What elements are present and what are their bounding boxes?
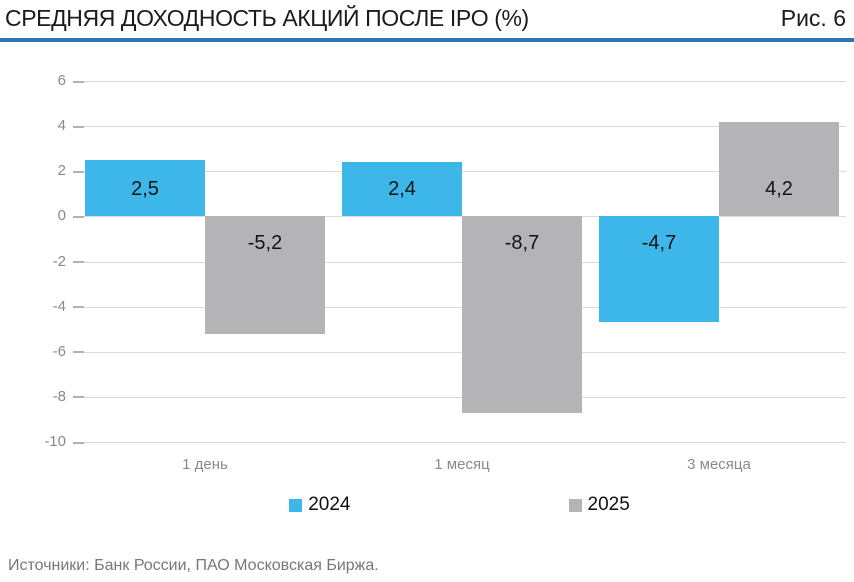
x-axis-category-label: 1 месяц [434, 456, 490, 473]
y-axis-tick-label: -8 [52, 387, 66, 405]
bar-value-label-2025-1: -8,7 [504, 232, 540, 255]
x-axis-category-label: 1 день [182, 456, 228, 473]
y-axis-tick-label: -6 [52, 342, 66, 360]
chart-title: СРЕДНЯЯ ДОХОДНОСТЬ АКЦИЙ ПОСЛЕ IPO (%) [5, 5, 529, 31]
bar-2025-0 [205, 216, 325, 334]
bar-2025-1 [462, 216, 582, 413]
chart-legend: 2024 2025 [73, 494, 846, 516]
bar-value-label-2025-2: 4,2 [765, 178, 793, 201]
y-axis-tick-label: 6 [57, 72, 66, 89]
y-axis-tick-label: -2 [52, 252, 66, 270]
legend-item-2024: 2024 [289, 494, 351, 516]
bar-value-label-2025-0: -5,2 [247, 232, 283, 255]
x-axis-category-label: 3 месяца [687, 456, 751, 473]
bar-value-label-2024-0: 2,5 [131, 178, 159, 201]
bar-2024-0 [85, 159, 205, 217]
y-axis-tick [73, 80, 84, 83]
bar-chart-plot-area: 6 4 2 0 -2 -4 -6 -8 -10 2,5 2,4 -4,7 -5,2 -8,7 4,2 1 де… [0, 46, 854, 481]
y-axis-tick-label: 2 [57, 162, 66, 180]
y-axis-tick [73, 306, 84, 309]
legend-swatch-2025 [568, 498, 582, 512]
y-axis-tick-label: -10 [44, 433, 66, 450]
gridline [73, 126, 846, 128]
title-underline-rule [0, 38, 854, 42]
y-axis-tick-label: 0 [57, 207, 66, 225]
legend-item-2025: 2025 [568, 494, 630, 516]
figure-number-label: Рис. 6 [780, 5, 846, 31]
y-axis-tick [73, 170, 84, 173]
gridline [73, 442, 846, 443]
gridline [73, 81, 846, 82]
bar-value-label-2024-1: 2,4 [388, 178, 416, 201]
gridline [73, 216, 846, 218]
legend-swatch-2024 [289, 498, 303, 512]
legend-label-2024: 2024 [308, 494, 351, 515]
bar-2024-2 [599, 216, 719, 323]
y-axis-tick [73, 396, 84, 399]
legend-label-2025: 2025 [587, 494, 630, 515]
y-axis-tick [73, 125, 84, 128]
gridline [73, 261, 846, 263]
bar-2024-1 [342, 162, 462, 217]
y-axis-tick [73, 215, 84, 218]
gridline [73, 396, 846, 398]
y-axis-tick-label: 4 [57, 117, 66, 135]
y-axis-tick [73, 441, 84, 444]
bar-2025-2 [719, 121, 839, 217]
y-axis-tick [73, 261, 84, 263]
y-axis-tick [73, 351, 84, 354]
source-note: Источники: Банк России, ПАО Московская Б… [8, 557, 379, 574]
gridline [73, 351, 846, 353]
gridline [73, 306, 846, 308]
y-axis-tick-label: -4 [52, 297, 66, 315]
bar-value-label-2024-2: -4,7 [641, 232, 677, 255]
